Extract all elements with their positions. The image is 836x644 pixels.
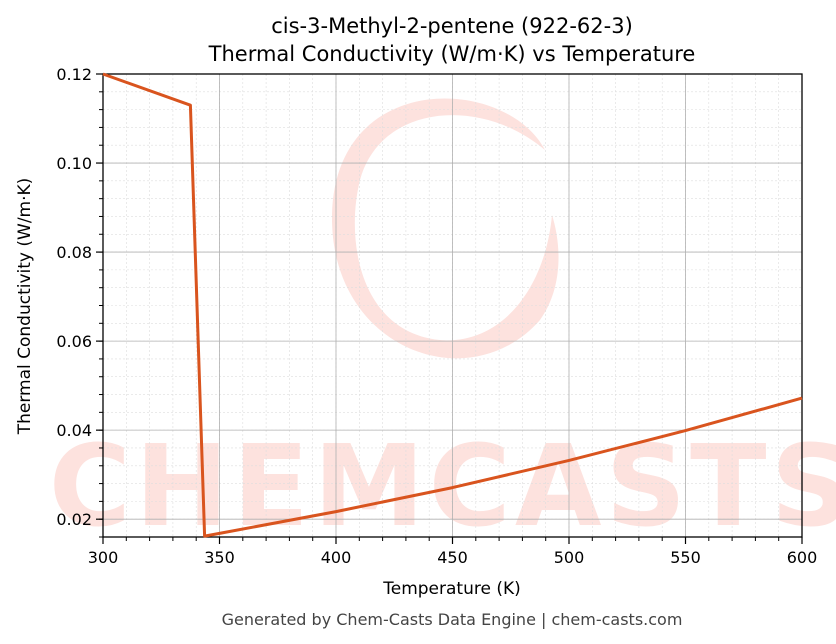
x-tick-label: 500 [554,548,585,567]
x-tick-label: 600 [787,548,818,567]
axis-ticks [96,73,803,544]
footer-credit: Generated by Chem-Casts Data Engine | ch… [222,610,683,629]
y-tick-label: 0.04 [56,421,92,440]
y-tick-label: 0.12 [56,65,92,84]
y-tick-label: 0.02 [56,510,92,529]
y-tick-label: 0.10 [56,154,92,173]
x-axis-label: Temperature (K) [382,579,521,599]
y-tick-label: 0.08 [56,243,92,262]
y-tick-label: 0.06 [56,332,92,351]
watermark-text: CHEMCASTS [49,422,836,552]
chart-subtitle: Thermal Conductivity (W/m·K) vs Temperat… [208,42,696,66]
x-tick-label: 550 [670,548,701,567]
y-axis-label: Thermal Conductivity (W/m·K) [15,178,35,436]
series-line [102,72,803,538]
x-tick-labels: 300 350 400 450 500 550 600 [88,548,818,567]
y-tick-labels: 0.02 0.04 0.06 0.08 0.10 0.12 [56,65,92,529]
chart-title: cis-3-Methyl-2-pentene (922-62-3) [271,14,633,38]
x-tick-label: 300 [88,548,119,567]
x-tick-label: 450 [437,548,468,567]
watermark-logo-icon [331,98,559,359]
x-tick-label: 350 [204,548,235,567]
watermark: CHEMCASTS [49,98,836,552]
series-layer [102,72,803,538]
x-tick-label: 400 [321,548,352,567]
